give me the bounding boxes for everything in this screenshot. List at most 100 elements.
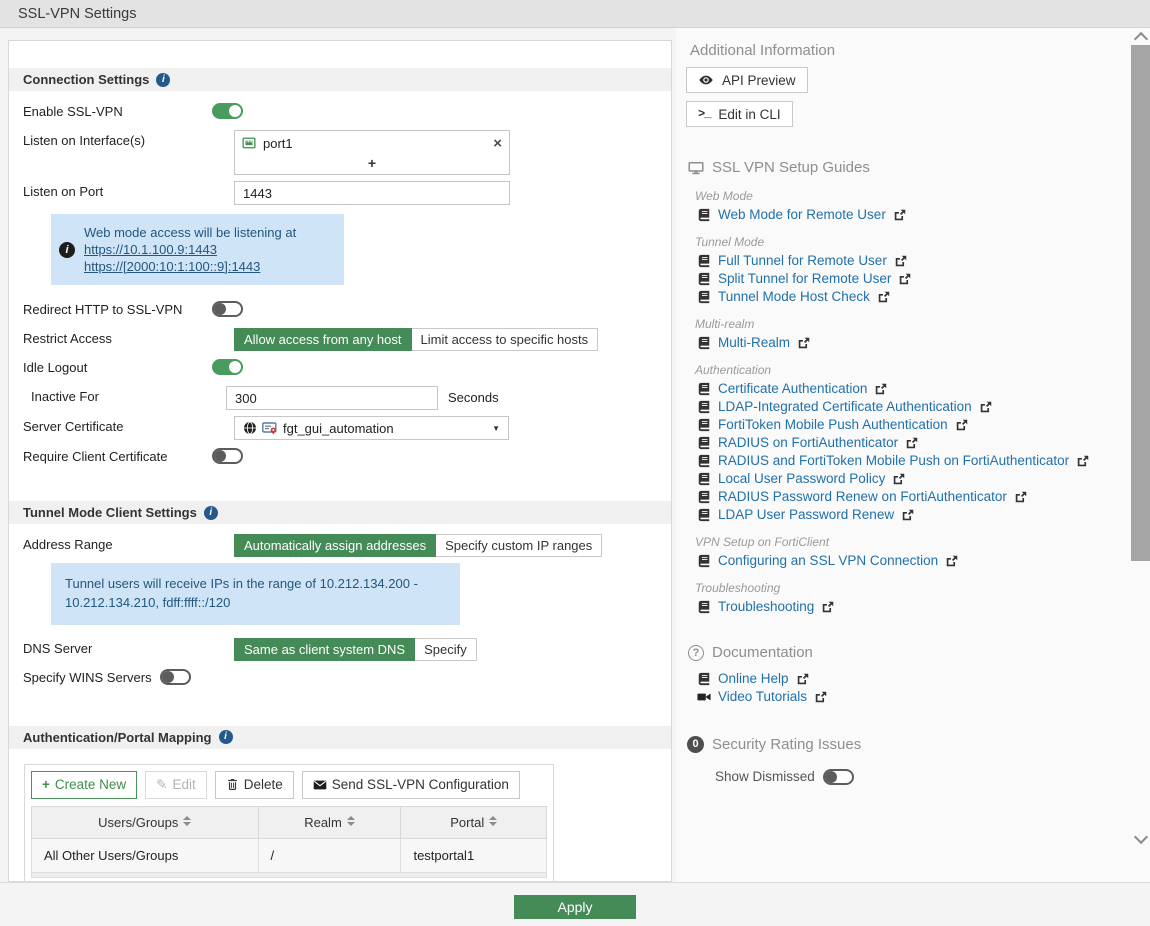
cell-portal[interactable]: testportal1 <box>400 837 547 873</box>
server-certificate-label: Server Certificate <box>23 419 124 434</box>
guide-link-text[interactable]: Certificate Authentication <box>718 381 868 396</box>
show-dismissed-toggle[interactable] <box>822 769 854 785</box>
doc-link[interactable]: Video Tutorials <box>697 689 1128 704</box>
idle-logout-toggle[interactable] <box>212 359 243 375</box>
scrollbar-thumb[interactable] <box>1131 45 1150 561</box>
column-header-realm[interactable]: Realm <box>257 805 402 839</box>
guide-link[interactable]: Split Tunnel for Remote User <box>697 271 1128 286</box>
interface-entry[interactable]: port1 × <box>235 131 509 155</box>
guide-link[interactable]: Configuring an SSL VPN Connection <box>697 553 1128 568</box>
interface-select[interactable]: port1 × + <box>234 130 510 175</box>
edit-in-cli-button[interactable]: >_ Edit in CLI <box>686 101 793 127</box>
dns-server-row: DNS Server Same as client system DNS Spe… <box>23 637 671 661</box>
external-link-icon[interactable] <box>894 254 908 268</box>
scroll-up-icon[interactable] <box>1133 31 1149 47</box>
same-dns-button[interactable]: Same as client system DNS <box>234 637 416 661</box>
doc-link-text[interactable]: Video Tutorials <box>718 689 808 704</box>
external-link-icon[interactable] <box>1076 454 1090 468</box>
connection-settings-title: Connection Settings <box>23 72 150 87</box>
enable-sslvpn-toggle[interactable] <box>212 103 243 119</box>
guide-link-text[interactable]: LDAP-Integrated Certificate Authenticati… <box>718 399 972 414</box>
external-link-icon[interactable] <box>796 672 810 686</box>
chevron-down-icon[interactable]: ▼ <box>492 423 500 433</box>
create-new-button[interactable]: + Create New <box>31 770 138 799</box>
column-header-users-groups[interactable]: Users/Groups <box>31 805 259 839</box>
external-link-icon[interactable] <box>898 272 912 286</box>
external-link-icon[interactable] <box>955 418 969 432</box>
guide-link[interactable]: Certificate Authentication <box>697 381 1128 396</box>
guide-link-text[interactable]: Split Tunnel for Remote User <box>718 271 892 286</box>
guide-link[interactable]: Tunnel Mode Host Check <box>697 289 1128 304</box>
scroll-down-icon[interactable] <box>1133 829 1149 845</box>
web-mode-link-ipv6[interactable]: https://[2000:10:1:100::9]:1443 <box>84 259 261 274</box>
apply-button[interactable]: Apply <box>514 895 636 919</box>
external-link-icon[interactable] <box>979 400 993 414</box>
specify-dns-button[interactable]: Specify <box>415 637 477 661</box>
guide-link-text[interactable]: Multi-Realm <box>718 335 791 350</box>
auto-assign-button[interactable]: Automatically assign addresses <box>234 534 437 557</box>
add-interface-button[interactable]: + <box>367 155 377 171</box>
column-header-portal[interactable]: Portal <box>400 805 547 839</box>
cell-realm[interactable]: / <box>257 837 402 873</box>
custom-ranges-button[interactable]: Specify custom IP ranges <box>436 534 603 557</box>
documentation-header: ? Documentation <box>681 644 1128 661</box>
guide-link-text[interactable]: Web Mode for Remote User <box>718 207 886 222</box>
guide-link-text[interactable]: Local User Password Policy <box>718 471 886 486</box>
require-client-cert-toggle[interactable] <box>212 448 243 464</box>
guide-link-text[interactable]: LDAP User Password Renew <box>718 507 895 522</box>
external-link-icon[interactable] <box>797 336 811 350</box>
cell-users-groups[interactable]: All Other Users/Groups <box>31 837 259 873</box>
guide-link[interactable]: Local User Password Policy <box>697 471 1128 486</box>
guide-link[interactable]: LDAP User Password Renew <box>697 507 1128 522</box>
external-link-icon[interactable] <box>945 554 959 568</box>
guide-link-text[interactable]: Configuring an SSL VPN Connection <box>718 553 939 568</box>
web-mode-link-ipv4[interactable]: https://10.1.100.9:1443 <box>84 242 217 257</box>
external-link-icon[interactable] <box>1014 490 1028 504</box>
guide-link[interactable]: FortiToken Mobile Push Authentication <box>697 417 1128 432</box>
scrollbar[interactable] <box>1128 28 1150 884</box>
inactive-for-input[interactable] <box>226 386 438 410</box>
guide-link-text[interactable]: FortiToken Mobile Push Authentication <box>718 417 948 432</box>
external-link-icon[interactable] <box>874 382 888 396</box>
guide-link-text[interactable]: RADIUS on FortiAuthenticator <box>718 435 899 450</box>
doc-link[interactable]: Online Help <box>697 671 1128 686</box>
listen-port-input[interactable] <box>234 181 510 205</box>
guide-link[interactable]: RADIUS Password Renew on FortiAuthentica… <box>697 489 1128 504</box>
api-preview-button[interactable]: API Preview <box>686 67 808 93</box>
guide-link[interactable]: Full Tunnel for Remote User <box>697 253 1128 268</box>
external-link-icon[interactable] <box>901 508 915 522</box>
guide-link-text[interactable]: Full Tunnel for Remote User <box>718 253 887 268</box>
external-link-icon[interactable] <box>877 290 891 304</box>
guide-link-text[interactable]: RADIUS Password Renew on FortiAuthentica… <box>718 489 1007 504</box>
guide-link[interactable]: Multi-Realm <box>697 335 1128 350</box>
guide-link-text[interactable]: Tunnel Mode Host Check <box>718 289 870 304</box>
guide-link[interactable]: RADIUS and FortiToken Mobile Push on For… <box>697 453 1128 468</box>
guide-link[interactable]: LDAP-Integrated Certificate Authenticati… <box>697 399 1128 414</box>
guide-link-text[interactable]: RADIUS and FortiToken Mobile Push on For… <box>718 453 1070 468</box>
table-row[interactable]: All Other Users/Groups / testportal1 <box>31 837 547 873</box>
external-link-icon[interactable] <box>821 600 835 614</box>
external-link-icon[interactable] <box>892 472 906 486</box>
guide-link-text[interactable]: Troubleshooting <box>718 599 815 614</box>
redirect-http-toggle[interactable] <box>212 301 243 317</box>
server-certificate-dropdown[interactable]: fgt_gui_automation ▼ <box>234 416 509 440</box>
portal-mapping-toolbar: + Create New ✎ Edit Delete Send SSL-VPN Co… <box>31 770 547 799</box>
send-config-button[interactable]: Send SSL-VPN Configuration <box>301 770 520 799</box>
guide-link[interactable]: RADIUS on FortiAuthenticator <box>697 435 1128 450</box>
server-certificate-row: Server Certificate fgt_gui_automation ▼ <box>23 416 671 440</box>
info-icon[interactable]: i <box>203 505 218 520</box>
guide-link[interactable]: Troubleshooting <box>697 599 1128 614</box>
guide-link[interactable]: Web Mode for Remote User <box>697 207 1128 222</box>
external-link-icon[interactable] <box>893 208 907 222</box>
wins-servers-toggle[interactable] <box>159 668 191 685</box>
allow-any-host-button[interactable]: Allow access from any host <box>234 328 412 351</box>
external-link-icon[interactable] <box>905 436 919 450</box>
remove-interface-icon[interactable]: × <box>493 134 502 152</box>
external-link-icon[interactable] <box>814 690 828 704</box>
edit-button[interactable]: ✎ Edit <box>145 770 207 799</box>
limit-hosts-button[interactable]: Limit access to specific hosts <box>411 328 599 351</box>
info-icon[interactable]: i <box>156 72 171 87</box>
info-icon[interactable]: i <box>218 730 233 745</box>
doc-link-text[interactable]: Online Help <box>718 671 789 686</box>
delete-button[interactable]: Delete <box>214 770 294 799</box>
